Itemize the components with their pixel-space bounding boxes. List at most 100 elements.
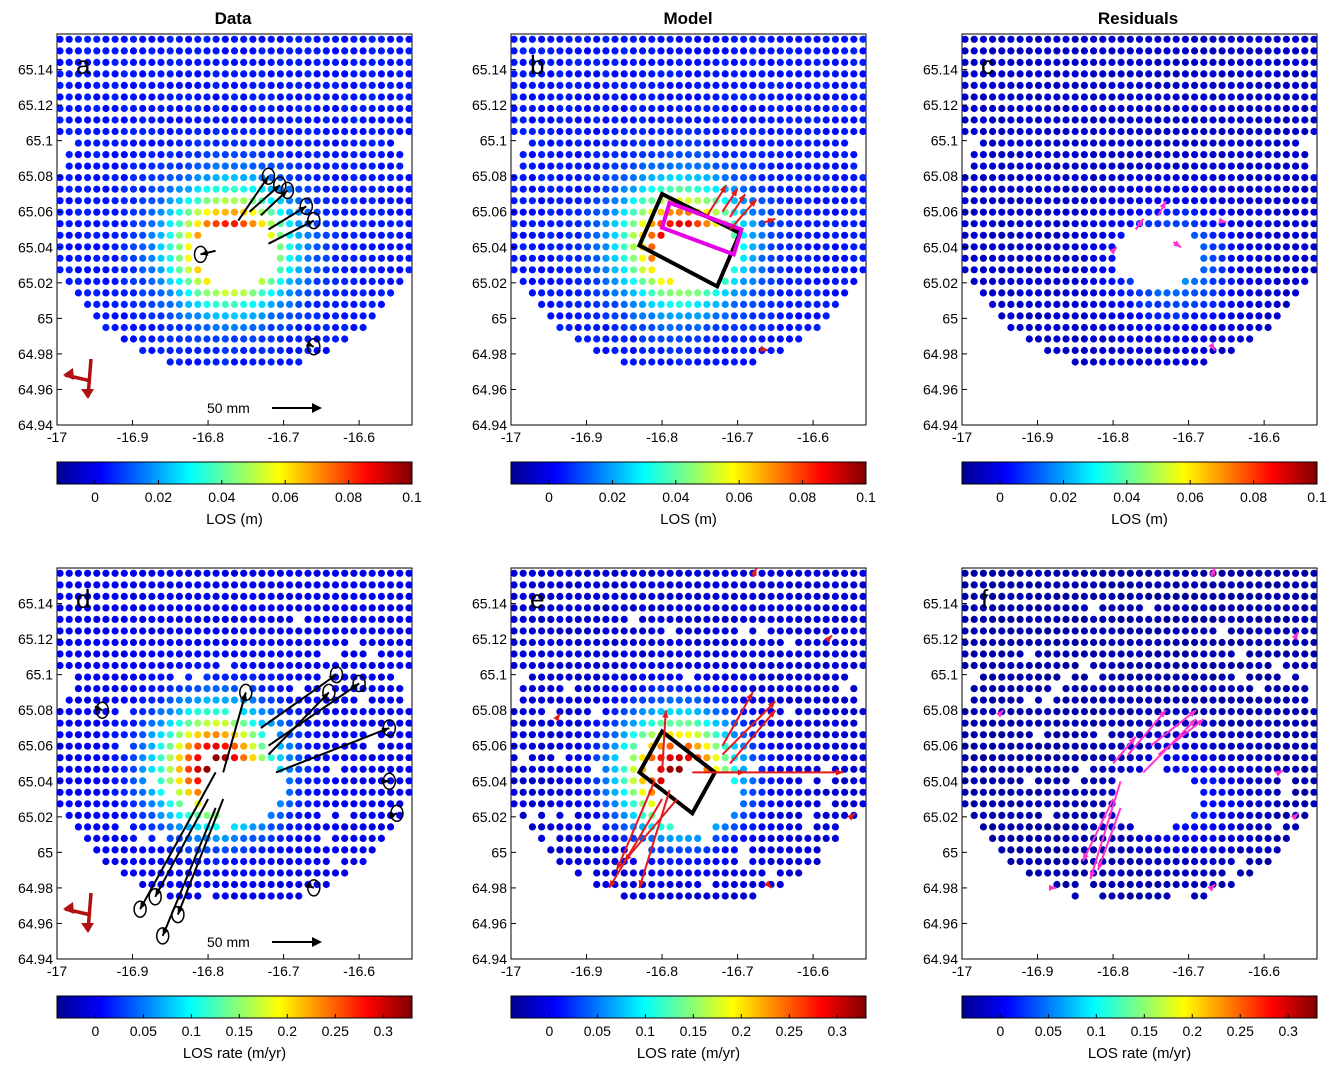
panel-a: a50 mm-17 -16.9 -16.8 -16.7 -16.664.9464.966…: [18, 33, 422, 528]
data-point: [1282, 220, 1290, 228]
data-point: [359, 777, 367, 785]
data-point: [703, 312, 711, 320]
data-point: [331, 93, 340, 101]
data-point: [194, 266, 202, 274]
data-point: [74, 592, 82, 601]
data-point: [212, 569, 220, 577]
data-point: [258, 592, 266, 601]
data-point: [377, 47, 385, 55]
data-point: [556, 312, 564, 320]
data-point: [166, 800, 174, 808]
data-point: [304, 81, 312, 89]
data-point: [639, 208, 647, 216]
data-point: [1310, 266, 1318, 274]
data-point: [240, 638, 248, 647]
data-point: [574, 834, 582, 843]
data-point: [583, 174, 592, 182]
data-point: [65, 127, 73, 136]
data-point: [758, 834, 766, 843]
data-point: [565, 765, 573, 773]
data-point: [1310, 254, 1318, 262]
data-point: [859, 220, 867, 228]
data-point: [767, 300, 775, 308]
data-point: [593, 127, 601, 136]
data-point: [203, 220, 211, 228]
data-point: [313, 139, 321, 147]
data-point: [583, 266, 592, 274]
data-point: [230, 58, 239, 66]
data-point: [120, 231, 128, 239]
data-point: [684, 35, 693, 43]
data-point: [629, 765, 638, 773]
data-point: [148, 116, 156, 124]
data-point: [795, 312, 803, 320]
data-point: [1218, 277, 1226, 285]
y-tick-label: 64.96: [472, 381, 507, 397]
data-point: [1264, 300, 1272, 308]
data-point: [1236, 174, 1245, 182]
data-point: [377, 742, 385, 750]
data-point: [1145, 93, 1153, 101]
data-point: [611, 846, 619, 854]
data-point: [359, 638, 367, 647]
data-point: [657, 208, 665, 216]
data-point: [120, 277, 128, 285]
data-point: [286, 880, 294, 889]
data-point: [1062, 93, 1070, 101]
data-point: [286, 277, 294, 285]
data-point: [583, 569, 592, 577]
data-point: [1053, 335, 1061, 343]
data-point: [1062, 104, 1070, 113]
data-point: [1200, 58, 1208, 66]
data-point: [1246, 139, 1254, 147]
data-point: [740, 104, 748, 113]
data-point: [565, 197, 573, 205]
data-point: [341, 231, 349, 239]
data-point: [657, 174, 665, 182]
data-point: [1191, 312, 1199, 320]
data-point: [387, 615, 395, 624]
data-point: [712, 696, 720, 704]
data-point: [157, 650, 165, 658]
data-point: [1135, 162, 1144, 170]
data-point: [166, 266, 174, 274]
data-point: [267, 277, 275, 285]
data-point: [249, 696, 257, 704]
data-point: [648, 47, 656, 55]
data-point: [276, 116, 284, 124]
data-point: [574, 569, 582, 577]
data-point: [368, 581, 376, 589]
data-point: [574, 719, 582, 727]
data-point: [111, 673, 119, 681]
data-point: [721, 358, 729, 366]
data-point: [822, 289, 830, 297]
data-point: [1099, 254, 1107, 262]
data-point: [1034, 243, 1043, 251]
arrow-head: [261, 176, 269, 184]
data-point: [804, 312, 812, 320]
data-point: [1200, 139, 1208, 147]
data-point: [1227, 185, 1235, 193]
data-point: [556, 231, 564, 239]
data-point: [350, 220, 358, 228]
data-point: [304, 35, 312, 43]
data-point: [1126, 127, 1134, 136]
data-point: [841, 243, 849, 251]
data-point: [1117, 127, 1125, 136]
data-point: [212, 846, 220, 854]
data-point: [611, 81, 619, 89]
data-point: [102, 604, 110, 612]
data-point: [212, 892, 220, 900]
data-point: [1273, 197, 1281, 205]
data-point: [175, 661, 183, 670]
data-point: [611, 581, 619, 589]
data-point: [694, 627, 702, 635]
data-point: [1218, 300, 1226, 308]
panel-e: e-17 -16.9 -16.8 -16.7 -16.664.9464.9664.986…: [472, 567, 867, 1062]
data-point: [749, 116, 757, 124]
data-point: [813, 185, 821, 193]
data-point: [666, 277, 674, 285]
data-point: [1090, 70, 1098, 78]
data-point: [405, 174, 413, 182]
data-point: [556, 627, 564, 635]
